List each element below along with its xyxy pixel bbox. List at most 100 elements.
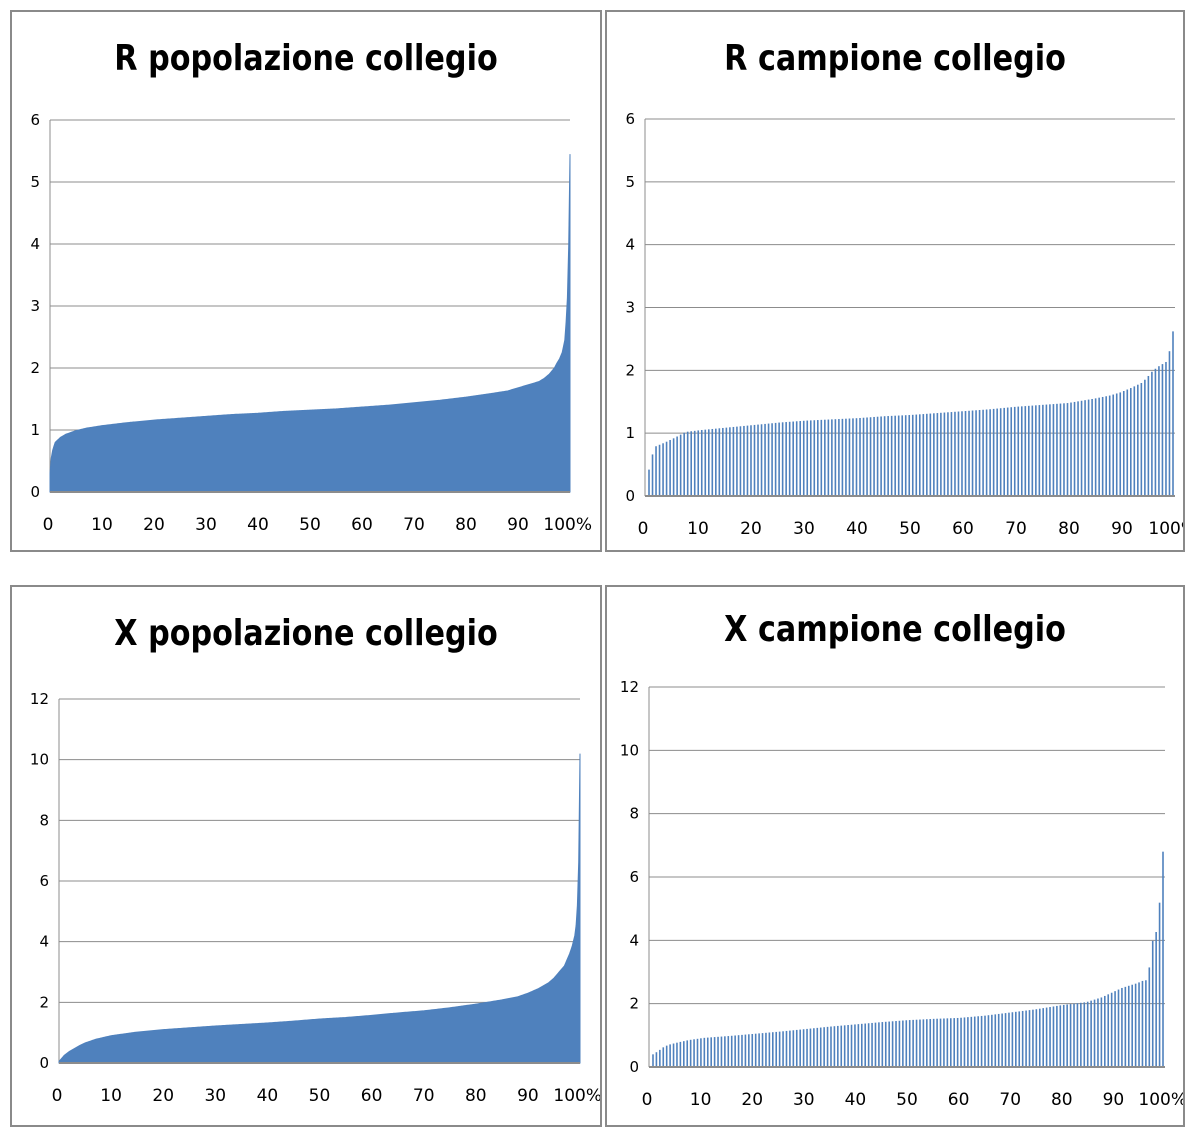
x-tick-label: 0 xyxy=(43,515,54,535)
x-tick-label: 70 xyxy=(1005,519,1027,539)
bar xyxy=(753,424,756,496)
bar xyxy=(1001,1013,1003,1067)
bar xyxy=(1018,1011,1021,1067)
bar xyxy=(850,1024,853,1067)
area-series xyxy=(58,753,581,1064)
chart-panel-r-campione: R campione collegio 0 1 2 3 4 5 6 0 10 20 30 40 50 60… xyxy=(605,10,1185,552)
y-tick-label: 4 xyxy=(39,933,49,951)
bar xyxy=(953,1018,956,1067)
bar xyxy=(1052,1006,1055,1067)
y-tick-label: 8 xyxy=(39,811,49,829)
bar xyxy=(1003,407,1005,496)
bar xyxy=(760,424,763,496)
x-tick-label: 10 xyxy=(91,515,113,535)
y-tick-label: 3 xyxy=(30,297,40,315)
bar xyxy=(792,421,794,496)
bar xyxy=(1091,398,1093,496)
bar xyxy=(971,410,974,496)
bar xyxy=(999,408,1002,496)
bar xyxy=(838,419,840,496)
bar xyxy=(706,1037,709,1067)
bar xyxy=(1024,406,1027,496)
bar xyxy=(806,420,809,496)
x-tick-label: 20 xyxy=(741,1090,763,1110)
bar xyxy=(989,409,991,496)
bar xyxy=(894,415,896,496)
bar xyxy=(980,1015,983,1067)
bar xyxy=(1127,985,1130,1067)
bar xyxy=(1105,396,1107,496)
bar xyxy=(662,443,664,496)
bar xyxy=(1162,851,1164,1067)
y-tick-label: 0 xyxy=(30,483,40,501)
bar xyxy=(1112,394,1115,496)
bar xyxy=(929,413,932,496)
chart-panel-r-popolazione: R popolazione collegio 0 1 2 3 4 5 6 0 10 20 30 40 5… xyxy=(10,10,602,552)
bar xyxy=(946,1018,949,1067)
bar xyxy=(1093,999,1096,1067)
bar xyxy=(912,1019,914,1067)
bar xyxy=(672,1043,675,1067)
bar xyxy=(672,438,675,496)
bar xyxy=(722,427,724,496)
bar xyxy=(918,414,921,496)
bar xyxy=(775,1031,778,1067)
bar xyxy=(665,441,668,496)
chart-panel-x-campione: X campione collegio 0 2 4 6 8 10 12 0 10 20 30 40 50… xyxy=(605,585,1185,1127)
x-tick-label: 40 xyxy=(846,519,868,539)
bar xyxy=(984,1015,986,1067)
bar xyxy=(864,1023,867,1067)
bar xyxy=(1049,404,1051,496)
chart-title: R popolazione collegio xyxy=(114,38,498,79)
bar xyxy=(758,1033,760,1067)
bar xyxy=(820,419,823,496)
bar xyxy=(764,423,766,496)
bar xyxy=(1073,1003,1075,1067)
bar xyxy=(736,426,738,496)
bar xyxy=(1062,1004,1065,1067)
bar xyxy=(771,423,773,496)
x-tick-label: 100% xyxy=(543,515,592,535)
bar xyxy=(964,411,967,496)
bar xyxy=(690,431,692,496)
bar xyxy=(730,1035,733,1067)
bar xyxy=(823,1027,825,1067)
bar xyxy=(961,411,963,496)
bar xyxy=(1045,1007,1048,1067)
bar xyxy=(686,431,689,496)
bar xyxy=(693,1039,695,1067)
bar xyxy=(967,1017,969,1067)
bar xyxy=(1100,997,1103,1067)
bar xyxy=(1035,1009,1038,1067)
bar xyxy=(819,1027,822,1067)
x-tick-label: 80 xyxy=(455,515,477,535)
bar xyxy=(1006,407,1009,496)
y-tick-label: 4 xyxy=(625,236,635,254)
bar xyxy=(750,425,752,496)
bar xyxy=(799,421,802,496)
bar xyxy=(1115,393,1118,496)
bar xyxy=(1010,407,1013,496)
bar xyxy=(746,425,749,496)
bar xyxy=(848,418,851,496)
bar xyxy=(905,1020,908,1067)
x-tick-label: 10 xyxy=(687,519,709,539)
bar xyxy=(859,417,861,496)
y-tick-label: 0 xyxy=(39,1054,49,1072)
bar xyxy=(1117,989,1120,1067)
bar xyxy=(857,1024,860,1067)
x-tick-label: 60 xyxy=(948,1090,970,1110)
bar xyxy=(996,408,998,496)
bar xyxy=(662,1047,665,1067)
bar xyxy=(970,1016,973,1067)
bar xyxy=(802,1029,805,1067)
bar xyxy=(873,416,875,496)
bar xyxy=(1052,404,1055,496)
bar xyxy=(919,1019,921,1067)
x-tick-label: 60 xyxy=(351,515,373,535)
x-tick-label: 90 xyxy=(507,515,529,535)
bar xyxy=(1076,1003,1079,1067)
bar xyxy=(939,1018,942,1067)
bar xyxy=(1070,402,1072,496)
